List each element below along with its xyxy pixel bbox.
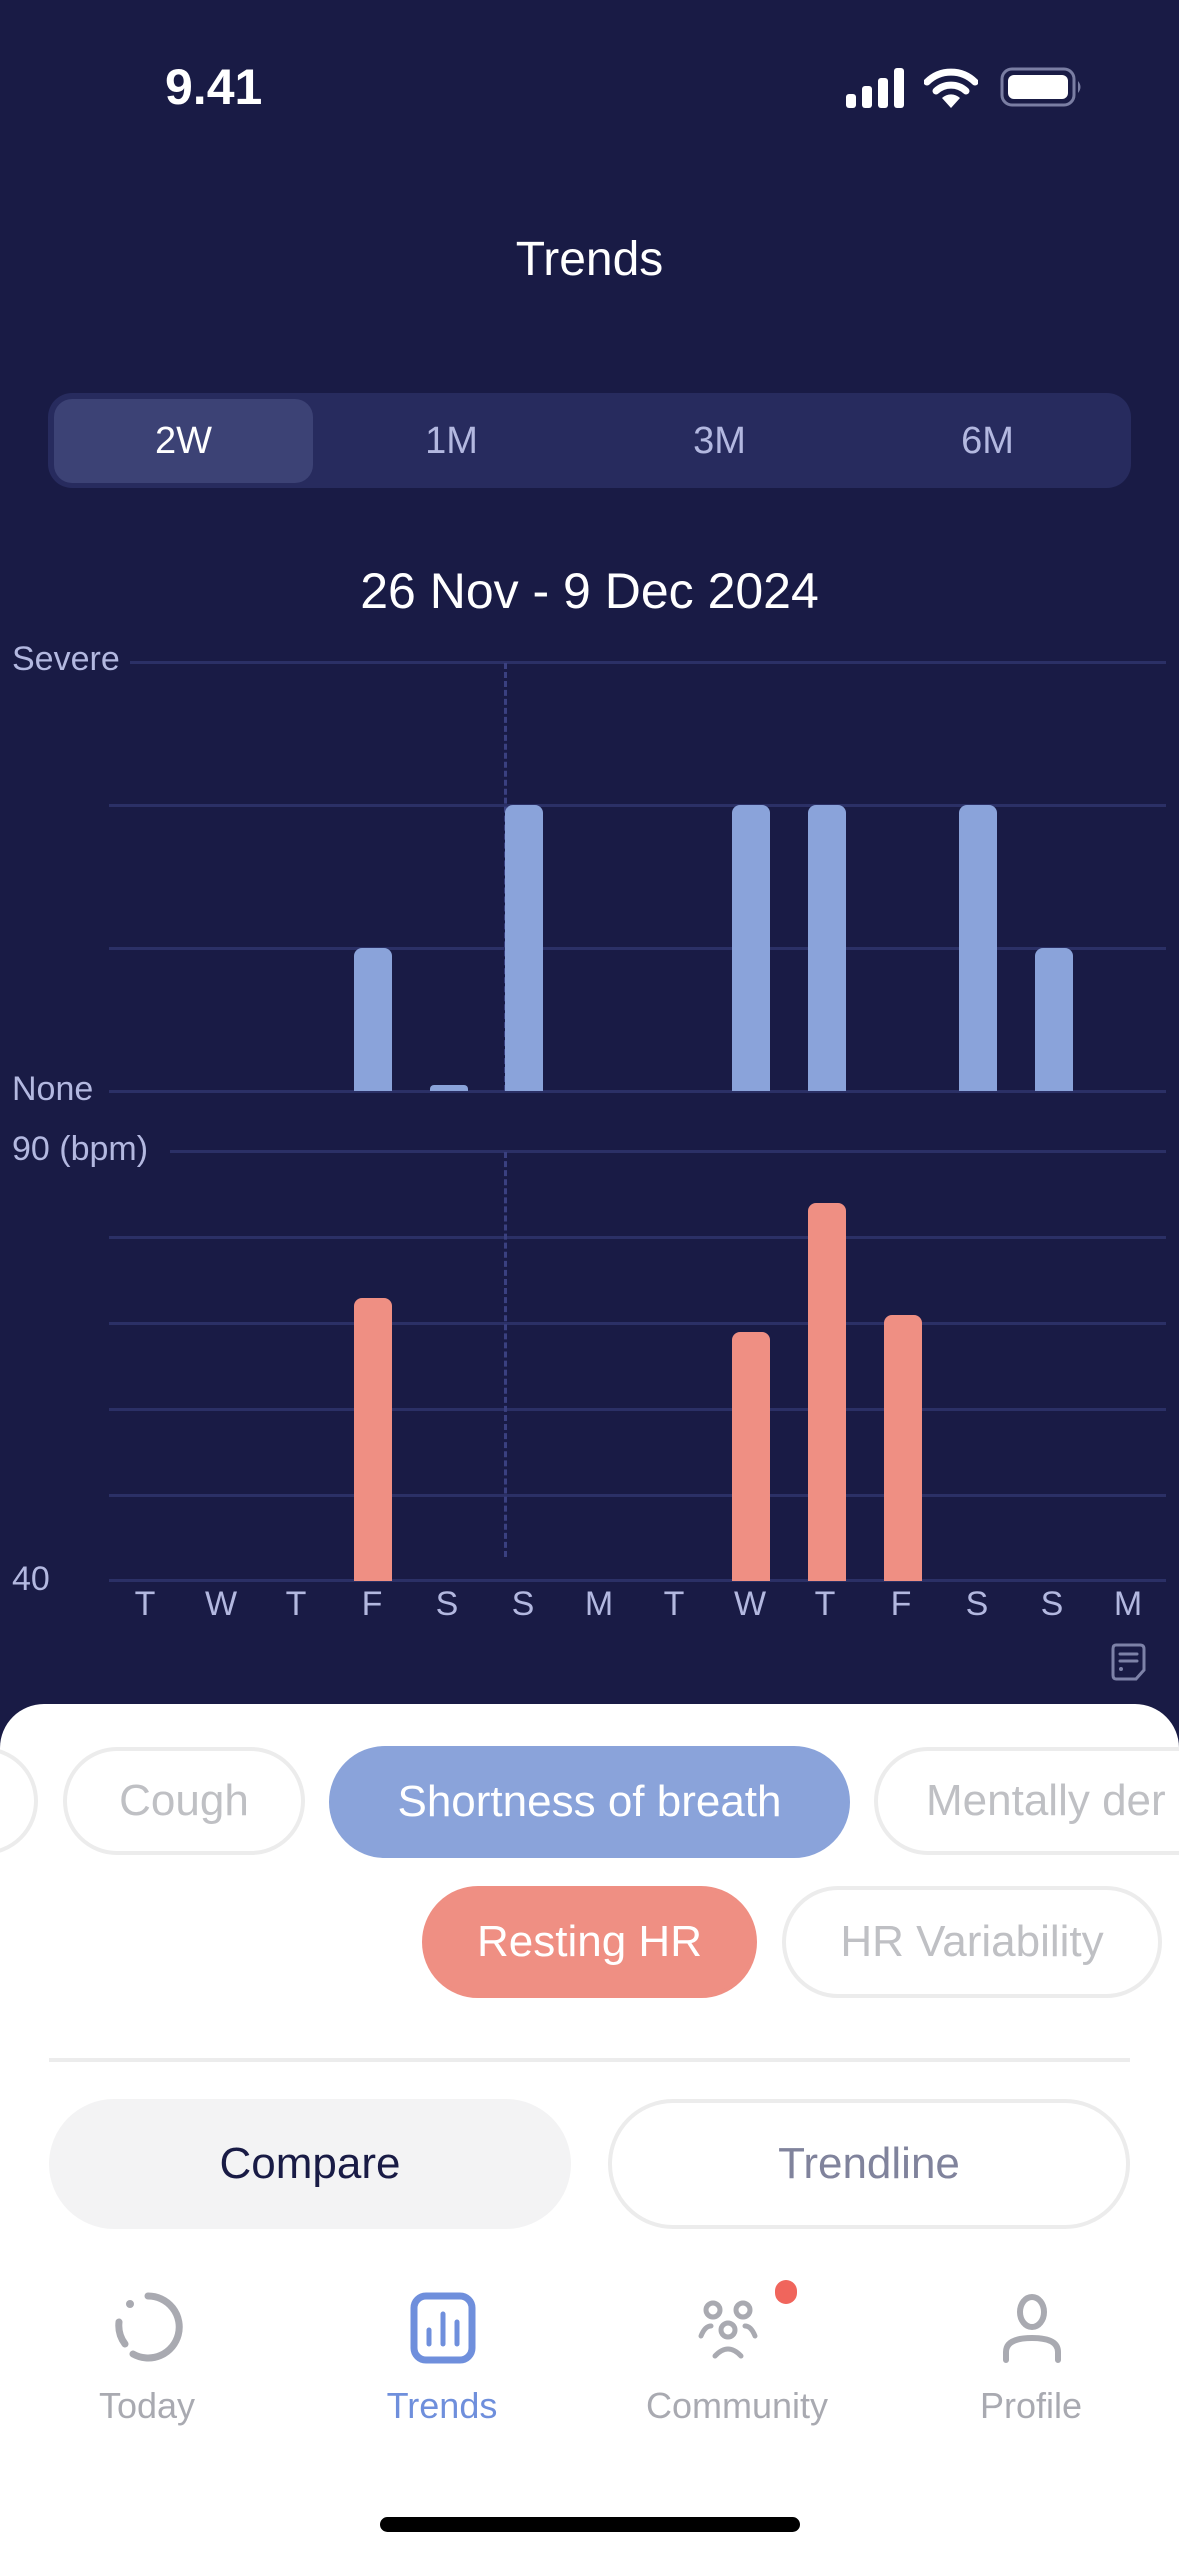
grid-line bbox=[109, 804, 1166, 807]
hr-bar-thu[interactable] bbox=[808, 1203, 846, 1581]
symptom-bar-sat2[interactable] bbox=[959, 805, 997, 1091]
y-axis-top-label: Severe bbox=[12, 640, 120, 678]
today-ring-icon bbox=[115, 2292, 183, 2362]
symptom-chip-cough[interactable]: Cough bbox=[63, 1747, 305, 1855]
day-label: T bbox=[814, 1585, 836, 1623]
tab-label: Today bbox=[98, 2385, 196, 2426]
tab-today[interactable]: Today bbox=[27, 2280, 267, 2440]
hr-bar-fri[interactable] bbox=[354, 1298, 392, 1581]
metric-chip-hr-variability[interactable]: HR Variability bbox=[782, 1886, 1162, 1998]
battery-icon bbox=[1000, 67, 1081, 107]
day-label: M bbox=[584, 1585, 614, 1623]
symptom-chip-mentally[interactable]: Mentally der bbox=[874, 1747, 1179, 1855]
hr-bar-fri2[interactable] bbox=[884, 1315, 922, 1581]
home-indicator[interactable] bbox=[380, 2517, 800, 2532]
trendline-button[interactable]: Trendline bbox=[608, 2099, 1130, 2229]
day-label: S bbox=[435, 1585, 459, 1623]
day-label: S bbox=[511, 1585, 535, 1623]
symptom-bar-wed[interactable] bbox=[732, 805, 770, 1091]
metric-chip-resting-hr[interactable]: Resting HR bbox=[422, 1886, 757, 1998]
tab-label: Profile bbox=[979, 2385, 1083, 2426]
week-divider bbox=[504, 1152, 507, 1557]
tab-label: Community bbox=[645, 2385, 829, 2426]
tab-trends[interactable]: Trends bbox=[322, 2280, 562, 2440]
compare-button[interactable]: Compare bbox=[49, 2099, 571, 2229]
day-label: T bbox=[134, 1585, 156, 1623]
grid-line bbox=[109, 1494, 1166, 1497]
day-label: W bbox=[204, 1585, 238, 1623]
divider bbox=[49, 2058, 1130, 2062]
notification-badge bbox=[775, 2280, 797, 2304]
wifi-icon bbox=[924, 68, 978, 108]
grid-line bbox=[109, 1579, 1166, 1582]
date-range: 26 Nov - 9 Dec 2024 bbox=[360, 563, 819, 619]
day-label: F bbox=[361, 1585, 383, 1623]
tab-label: Trends bbox=[386, 2385, 498, 2426]
signal-icon bbox=[846, 68, 904, 108]
day-label: S bbox=[965, 1585, 989, 1623]
notes-icon[interactable] bbox=[1110, 1642, 1148, 1682]
tab-community[interactable]: Community bbox=[617, 2280, 857, 2440]
symptom-bar-thu[interactable] bbox=[808, 805, 846, 1091]
hr-bar-wed[interactable] bbox=[732, 1332, 770, 1581]
symptom-bar-fri[interactable] bbox=[354, 948, 392, 1091]
community-icon bbox=[698, 2300, 758, 2359]
range-option-1m[interactable]: 1M bbox=[425, 419, 478, 462]
grid-line bbox=[109, 1090, 1166, 1093]
day-label: F bbox=[890, 1585, 912, 1623]
y-axis-bottom-label: None bbox=[12, 1070, 94, 1108]
symptom-chip-shortness-of-breath[interactable]: Shortness of breath bbox=[329, 1746, 850, 1858]
symptom-bar-sun2[interactable] bbox=[1035, 948, 1073, 1091]
range-selector: 2W 1M 3M 6M bbox=[48, 393, 1131, 488]
day-label: M bbox=[1113, 1585, 1143, 1623]
grid-line bbox=[170, 1150, 1166, 1153]
grid-line bbox=[109, 1236, 1166, 1239]
day-label: T bbox=[663, 1585, 685, 1623]
grid-line bbox=[109, 947, 1166, 950]
tab-profile[interactable]: Profile bbox=[911, 2280, 1151, 2440]
page-title: Trends bbox=[515, 233, 664, 286]
symptom-bar-sat[interactable] bbox=[430, 1085, 468, 1091]
status-time: 9.41 bbox=[165, 59, 263, 115]
symptom-bar-sun[interactable] bbox=[505, 805, 543, 1091]
day-label: S bbox=[1040, 1585, 1064, 1623]
grid-line bbox=[130, 661, 1166, 664]
bar-chart-icon bbox=[410, 2292, 476, 2364]
day-label: T bbox=[285, 1585, 307, 1623]
range-option-6m[interactable]: 6M bbox=[961, 419, 1014, 462]
y-axis-top-label: 90 (bpm) bbox=[12, 1130, 149, 1168]
person-icon bbox=[1003, 2294, 1061, 2363]
y-axis-bottom-label: 40 bbox=[12, 1560, 50, 1598]
grid-line bbox=[109, 1322, 1166, 1325]
range-option-3m[interactable]: 3M bbox=[693, 419, 746, 462]
grid-line bbox=[109, 1408, 1166, 1411]
range-option-2w[interactable]: 2W bbox=[54, 399, 313, 483]
day-label: W bbox=[733, 1585, 767, 1623]
